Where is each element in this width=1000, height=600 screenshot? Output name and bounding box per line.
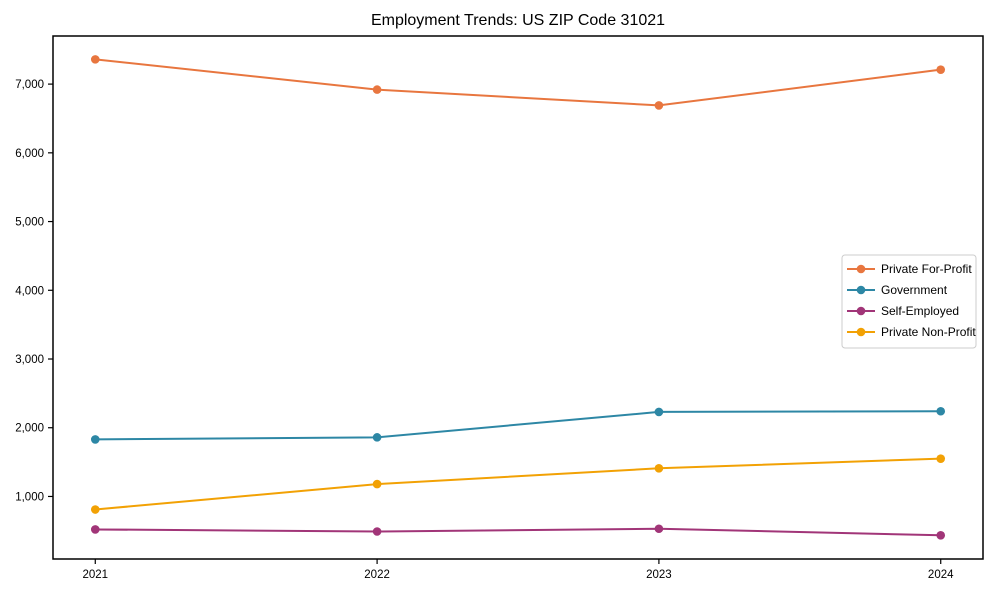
series-marker-self-employed [654,524,664,534]
legend-marker-icon [856,327,866,337]
series-marker-government [936,406,946,416]
chart-title: Employment Trends: US ZIP Code 31021 [371,12,665,29]
series-marker-government [654,407,664,417]
series-marker-private-non-profit [654,463,664,473]
series-marker-self-employed [90,525,100,534]
legend-marker-icon [856,306,866,316]
y-tick-label: 1,000 [15,491,44,503]
axes: 1,000 2,000 3,000 4,000 5,000 6,000 7,000 2021 2… [15,35,984,581]
legend-marker-icon [856,264,866,274]
y-tick-label: 4,000 [15,285,44,297]
series-marker-self-employed [372,527,382,536]
series-marker-private-for-profit [90,55,100,64]
x-tick-label: 2024 [928,569,954,581]
legend-label-self-employed: Self-Employed [881,304,959,318]
x-tick-label: 2021 [82,569,108,581]
y-tick-label: 6,000 [15,148,44,160]
series-marker-government [372,433,382,442]
legend-box [841,254,977,349]
legend-label-private-for-profit: Private For-Profit [881,262,972,276]
series-marker-private-for-profit [654,101,664,110]
y-tick-label: 3,000 [15,354,44,366]
series-line-self-employed [94,527,942,537]
legend-label-government: Government [881,283,948,297]
legend-label-private-non-profit: Private Non-Profit [881,325,976,339]
series-marker-private-for-profit [936,65,946,74]
plot-frame [52,35,984,560]
series-line-private-non-profit [94,457,942,511]
series-marker-government [90,435,100,444]
y-tick-label: 7,000 [15,79,44,91]
series-marker-private-non-profit [372,479,382,489]
series-marker-private-for-profit [372,85,382,94]
legend: Private For-Profit Government Self-Employe… [841,254,977,349]
x-tick-label: 2022 [364,569,390,581]
series-line-government [94,410,942,441]
series-marker-private-non-profit [936,454,946,463]
legend-marker-icon [856,285,866,295]
series [90,55,946,540]
y-tick-label: 2,000 [15,423,44,435]
series-line-private-for-profit [94,58,942,107]
x-tick-label: 2023 [646,569,672,581]
series-marker-private-non-profit [90,505,100,514]
series-marker-self-employed [936,530,946,540]
y-tick-label: 5,000 [15,217,44,229]
